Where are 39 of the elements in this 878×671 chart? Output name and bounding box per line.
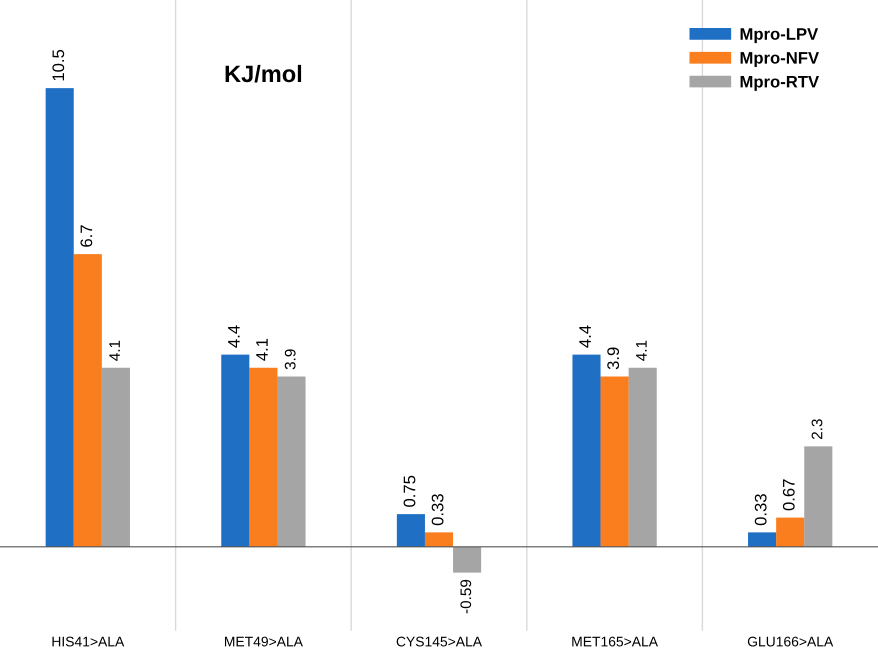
bar [453, 546, 482, 573]
data-label: -0.59 [460, 580, 472, 614]
legend-label: Mpro-LPV [740, 28, 818, 44]
x-tick-label: GLU166>ALA [748, 636, 834, 646]
bar [572, 354, 601, 547]
x-tick-label: MET49>ALA [224, 636, 303, 646]
bar [102, 368, 130, 547]
text: KJ/mol [226, 64, 302, 82]
bar [221, 354, 250, 547]
bar [46, 88, 74, 547]
legend-label: Mpro-RTV [740, 76, 819, 91]
data-label: 6.7 [80, 225, 92, 247]
data-label: 0.75 [404, 476, 416, 507]
bar [424, 532, 454, 547]
data-label: 2.3 [812, 419, 822, 440]
bar [277, 376, 306, 547]
bar [74, 254, 102, 547]
data-label: 0.67 [782, 479, 795, 510]
bar [600, 376, 629, 547]
data-label: 4.1 [256, 338, 268, 361]
bar [776, 518, 804, 547]
data-label: 4.4 [579, 325, 591, 348]
bar [748, 532, 776, 547]
data-label: 0.33 [432, 494, 444, 526]
x-tick-label: MET165>ALA [572, 636, 658, 646]
data-label: 0.33 [754, 494, 767, 526]
bar [396, 514, 425, 547]
data-label: 4.4 [228, 325, 240, 348]
bar [249, 368, 278, 547]
legend-label: Mpro-NFV [740, 52, 819, 68]
bar [804, 446, 832, 547]
data-label: 4.1 [109, 340, 120, 361]
data-label: 10.5 [52, 50, 64, 80]
x-tick-label: CYS145>ALA [396, 636, 482, 646]
data-label: 3.9 [284, 349, 296, 370]
x-tick-label: HIS41>ALA [52, 636, 124, 646]
data-label: 4.1 [636, 340, 647, 361]
data-label: 3.9 [607, 348, 620, 370]
bar [628, 368, 657, 547]
